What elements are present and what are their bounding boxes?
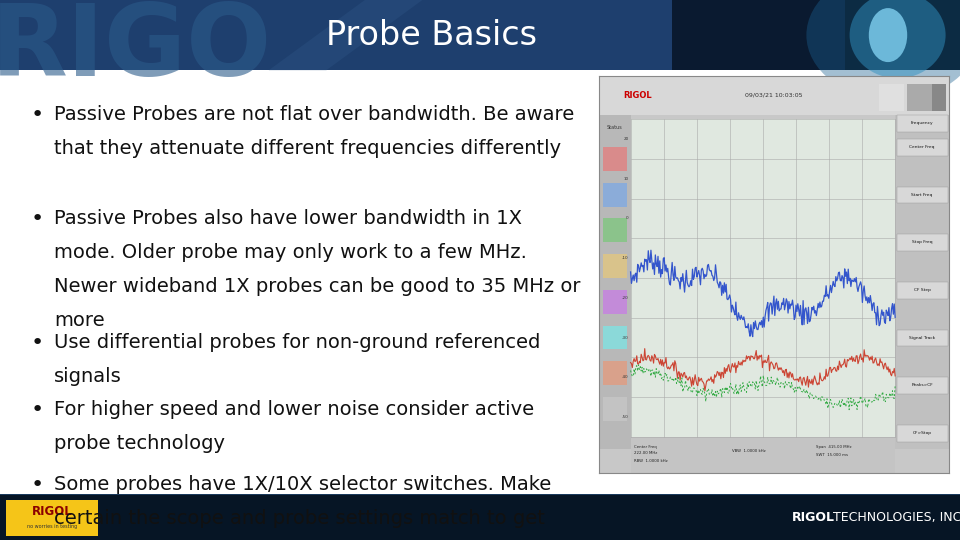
Text: 10: 10 bbox=[624, 177, 629, 181]
Text: Passive Probes are not flat over bandwidth. Be aware: Passive Probes are not flat over bandwid… bbox=[54, 105, 574, 124]
Bar bbox=[879, 84, 904, 111]
Text: •: • bbox=[31, 475, 44, 495]
Text: certain the scope and probe settings match to get: certain the scope and probe settings mat… bbox=[54, 509, 544, 528]
Bar bbox=[603, 361, 627, 385]
Ellipse shape bbox=[869, 8, 907, 62]
Text: Probe Basics: Probe Basics bbox=[326, 18, 538, 52]
Text: RIGOL: RIGOL bbox=[624, 91, 652, 100]
Text: -10: -10 bbox=[622, 256, 629, 260]
Bar bbox=[897, 282, 948, 299]
Text: Signal Track: Signal Track bbox=[909, 335, 935, 340]
Text: Center Freq: Center Freq bbox=[634, 445, 657, 449]
Bar bbox=[897, 377, 948, 394]
Text: •: • bbox=[31, 333, 44, 353]
Text: 20: 20 bbox=[624, 137, 629, 141]
Text: 222.00 MHz: 222.00 MHz bbox=[634, 451, 658, 455]
Text: CF Step: CF Step bbox=[914, 288, 930, 292]
Text: probe technology: probe technology bbox=[54, 434, 225, 453]
Text: VBW  1.0000 kHz: VBW 1.0000 kHz bbox=[732, 449, 766, 453]
Text: Some probes have 1X/10X selector switches. Make: Some probes have 1X/10X selector switche… bbox=[54, 475, 551, 494]
Text: no worries in testing: no worries in testing bbox=[27, 524, 77, 529]
Bar bbox=[0, 0, 672, 70]
Text: •: • bbox=[31, 105, 44, 125]
Text: •: • bbox=[31, 208, 44, 228]
Text: -30: -30 bbox=[622, 335, 629, 340]
Text: signals: signals bbox=[54, 368, 122, 387]
Text: 0: 0 bbox=[626, 217, 629, 220]
Bar bbox=[932, 84, 946, 111]
Text: TECHNOLOGIES, INC.: TECHNOLOGIES, INC. bbox=[829, 511, 960, 524]
Bar bbox=[907, 84, 932, 111]
Bar bbox=[897, 425, 948, 442]
Bar bbox=[603, 290, 627, 314]
Bar bbox=[599, 116, 631, 449]
Bar bbox=[897, 187, 948, 204]
Text: Center Freq: Center Freq bbox=[909, 145, 935, 149]
Ellipse shape bbox=[850, 0, 946, 78]
Bar bbox=[897, 234, 948, 251]
Bar bbox=[0, 494, 960, 540]
Bar bbox=[603, 147, 627, 171]
Bar bbox=[603, 326, 627, 349]
Text: -40: -40 bbox=[622, 375, 629, 379]
Text: Peaks>CF: Peaks>CF bbox=[911, 383, 933, 387]
Text: Start Freq: Start Freq bbox=[911, 193, 933, 197]
Text: -50: -50 bbox=[622, 415, 629, 419]
Bar bbox=[0, 494, 960, 495]
Bar bbox=[897, 329, 948, 346]
Bar bbox=[895, 116, 949, 449]
Text: that they attenuate different frequencies differently: that they attenuate different frequencie… bbox=[54, 139, 561, 158]
Bar bbox=[631, 437, 895, 472]
Text: Use differential probes for non-ground referenced: Use differential probes for non-ground r… bbox=[54, 333, 540, 353]
Text: 09/03/21 10:03:05: 09/03/21 10:03:05 bbox=[746, 93, 803, 98]
Text: Span  415.00 MHz: Span 415.00 MHz bbox=[816, 445, 852, 449]
Text: SWT  15.000 ms: SWT 15.000 ms bbox=[816, 453, 849, 457]
Bar bbox=[603, 254, 627, 278]
Bar bbox=[603, 183, 627, 207]
Text: Newer wideband 1X probes can be good to 35 MHz or: Newer wideband 1X probes can be good to … bbox=[54, 277, 580, 296]
Bar bbox=[845, 0, 960, 70]
Bar bbox=[603, 219, 627, 242]
Bar bbox=[897, 116, 948, 132]
Text: Frequency: Frequency bbox=[911, 121, 933, 125]
Text: Stop Freq: Stop Freq bbox=[912, 240, 932, 244]
Text: Status: Status bbox=[607, 125, 623, 130]
Text: -20: -20 bbox=[622, 296, 629, 300]
Text: For higher speed and lower noise consider active: For higher speed and lower noise conside… bbox=[54, 400, 534, 419]
Text: Passive Probes also have lower bandwidth in 1X: Passive Probes also have lower bandwidth… bbox=[54, 208, 522, 228]
Bar bbox=[599, 76, 949, 116]
Bar bbox=[897, 139, 948, 156]
Text: CF>Stop: CF>Stop bbox=[913, 431, 931, 435]
Text: •: • bbox=[31, 400, 44, 420]
Text: RIGOL: RIGOL bbox=[792, 511, 835, 524]
Bar bbox=[672, 0, 960, 70]
Ellipse shape bbox=[806, 0, 960, 100]
Polygon shape bbox=[269, 0, 422, 70]
Text: more: more bbox=[54, 311, 105, 330]
Text: mode. Older probe may only work to a few MHz.: mode. Older probe may only work to a few… bbox=[54, 243, 527, 262]
Text: RIGOL: RIGOL bbox=[32, 505, 72, 518]
FancyBboxPatch shape bbox=[6, 500, 98, 536]
Text: RBW  1.0000 kHz: RBW 1.0000 kHz bbox=[634, 460, 668, 463]
Text: RIGO: RIGO bbox=[0, 0, 272, 97]
Bar bbox=[631, 119, 895, 437]
Bar bbox=[603, 397, 627, 421]
